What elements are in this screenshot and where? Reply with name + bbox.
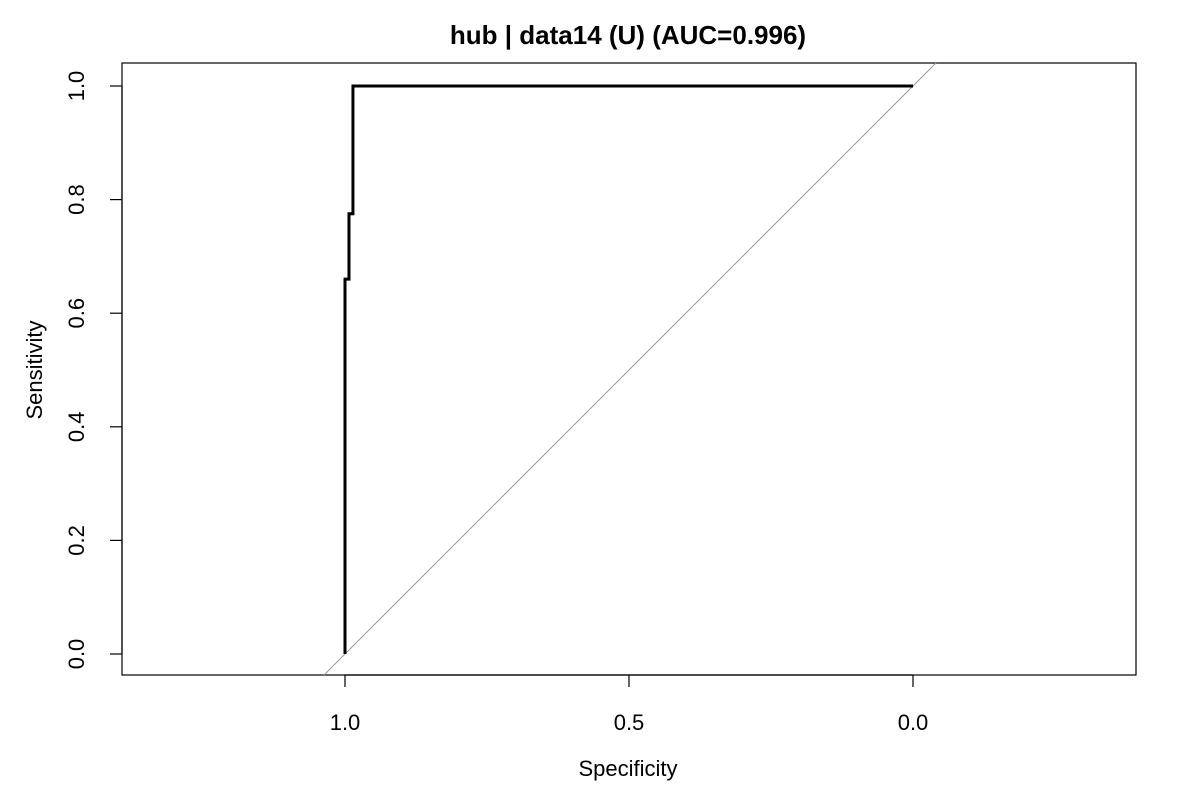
roc-curve-1	[343, 84, 913, 654]
y-axis-label: Sensitivity	[22, 320, 47, 419]
y-tick-label: 0.6	[64, 298, 89, 329]
reference-diagonal-line	[323, 62, 937, 676]
x-axis: 1.0 0.5 0.0	[330, 674, 929, 735]
x-axis-label: Specificity	[578, 756, 677, 781]
y-tick-label: 1.0	[64, 71, 89, 102]
y-tick-label: 0.0	[64, 639, 89, 670]
y-tick-label: 0.2	[64, 525, 89, 556]
x-tick-label: 1.0	[330, 710, 361, 735]
plot-frame	[121, 62, 1137, 676]
x-tick-label: 0.0	[898, 710, 929, 735]
reference-diagonal-layer	[323, 62, 937, 676]
y-tick-label: 0.8	[64, 184, 89, 215]
series-layer	[343, 84, 913, 654]
y-tick-label: 0.4	[64, 412, 89, 443]
x-tick-label: 0.5	[614, 710, 645, 735]
y-axis: 0.0 0.2 0.4 0.6 0.8 1.0	[64, 71, 123, 670]
chart-title: hub | data14 (U) (AUC=0.996)	[450, 20, 806, 50]
